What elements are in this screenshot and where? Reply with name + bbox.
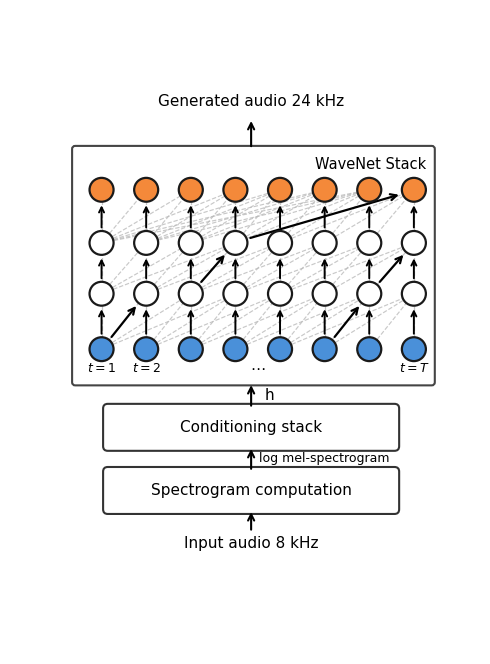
Circle shape [313, 231, 337, 255]
Circle shape [179, 178, 203, 202]
Circle shape [268, 178, 292, 202]
Circle shape [90, 178, 114, 202]
Circle shape [223, 231, 247, 255]
Circle shape [134, 231, 158, 255]
Circle shape [179, 231, 203, 255]
Circle shape [313, 282, 337, 305]
Circle shape [90, 337, 114, 361]
Circle shape [90, 282, 114, 305]
Circle shape [223, 282, 247, 305]
Circle shape [134, 337, 158, 361]
Circle shape [223, 337, 247, 361]
Text: WaveNet Stack: WaveNet Stack [315, 157, 426, 172]
Circle shape [402, 231, 426, 255]
Circle shape [402, 178, 426, 202]
Text: $t=2$: $t=2$ [132, 362, 161, 374]
Circle shape [90, 231, 114, 255]
Circle shape [313, 178, 337, 202]
Text: h: h [265, 388, 275, 403]
FancyBboxPatch shape [103, 467, 399, 514]
Circle shape [357, 178, 381, 202]
Circle shape [134, 282, 158, 305]
Circle shape [402, 337, 426, 361]
Circle shape [179, 337, 203, 361]
Circle shape [268, 282, 292, 305]
Circle shape [402, 282, 426, 305]
Text: $\cdots$: $\cdots$ [250, 360, 266, 374]
Circle shape [179, 282, 203, 305]
Text: $t=1$: $t=1$ [87, 362, 116, 374]
FancyBboxPatch shape [103, 404, 399, 451]
Circle shape [268, 337, 292, 361]
Text: Conditioning stack: Conditioning stack [180, 420, 322, 435]
Circle shape [357, 337, 381, 361]
Circle shape [223, 178, 247, 202]
Circle shape [268, 231, 292, 255]
Text: $t=T$: $t=T$ [398, 362, 429, 374]
Text: log mel-spectrogram: log mel-spectrogram [259, 452, 390, 465]
Text: Spectrogram computation: Spectrogram computation [151, 483, 351, 498]
Text: Generated audio 24 kHz: Generated audio 24 kHz [158, 94, 344, 109]
FancyBboxPatch shape [72, 146, 435, 385]
Circle shape [357, 282, 381, 305]
Text: Input audio 8 kHz: Input audio 8 kHz [184, 537, 318, 551]
Circle shape [313, 337, 337, 361]
Circle shape [134, 178, 158, 202]
Circle shape [357, 231, 381, 255]
